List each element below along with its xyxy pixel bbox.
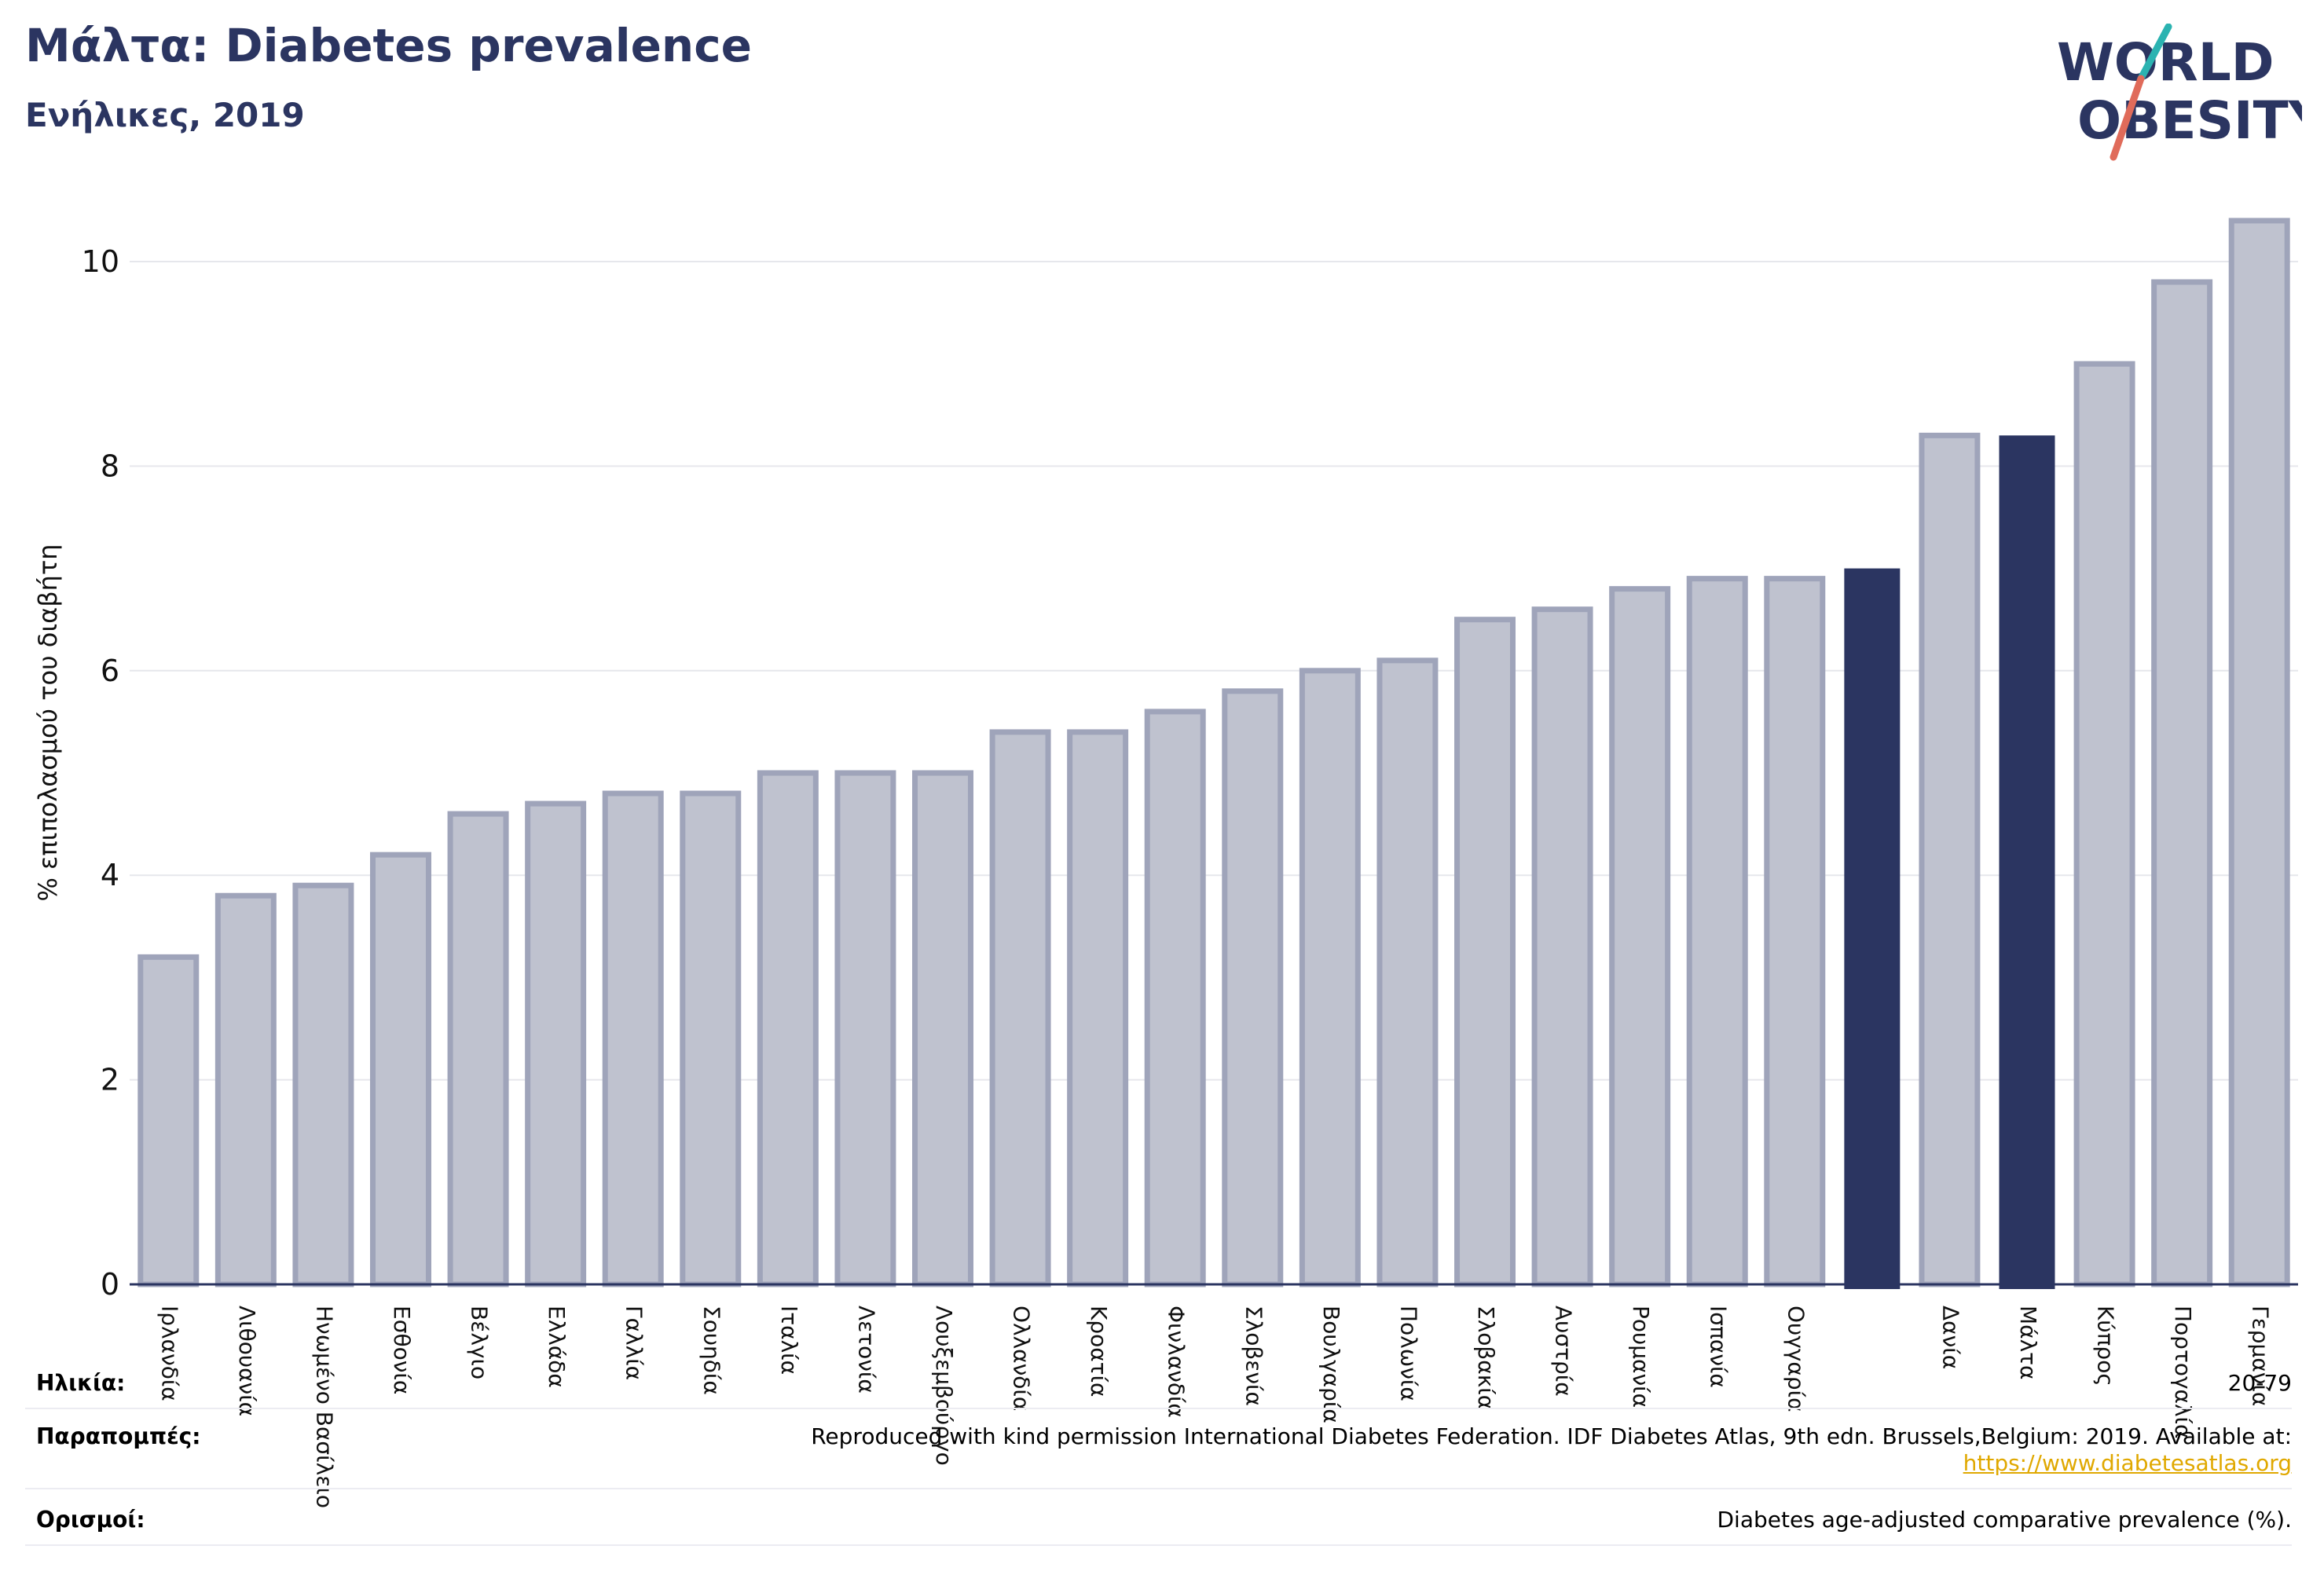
x-tick-label: Αυστρία xyxy=(1551,1306,1577,1397)
meta-definitions-row: Ορισμοί: Diabetes age-adjusted comparati… xyxy=(25,1489,2292,1546)
bar xyxy=(1299,668,1361,1287)
y-tick-label: 0 xyxy=(101,1267,119,1302)
references-label: Παραπομπές: xyxy=(36,1423,201,1449)
bar xyxy=(1609,586,1671,1287)
x-tick-label: Κροατία xyxy=(1086,1306,1112,1397)
bar xyxy=(1222,688,1284,1287)
bar xyxy=(757,770,819,1287)
x-tick-label: Πορτογαλία xyxy=(2170,1306,2196,1438)
bar xyxy=(2228,218,2290,1287)
references-link[interactable]: https://www.diabetesatlas.org xyxy=(1963,1450,2292,1476)
y-tick-label: 2 xyxy=(101,1063,119,1097)
page-subtitle: Ενήλικες, 2019 xyxy=(25,96,305,134)
y-tick-label: 10 xyxy=(82,244,119,279)
bar xyxy=(989,729,1051,1287)
bar xyxy=(370,852,431,1287)
references-text: Reproduced with kind permission Internat… xyxy=(811,1423,2292,1449)
bar xyxy=(1919,432,1981,1287)
bar xyxy=(602,790,664,1287)
y-tick-label: 6 xyxy=(101,654,119,688)
bar xyxy=(1067,729,1129,1287)
y-tick-label: 8 xyxy=(101,449,119,483)
bar xyxy=(525,800,587,1287)
x-tick-label: Ηνωμένο Βασίλειο xyxy=(311,1306,337,1508)
bar xyxy=(447,811,509,1287)
bar xyxy=(680,790,742,1287)
x-tick-label: Φινλανδία xyxy=(1164,1306,1189,1418)
bar xyxy=(137,954,200,1287)
bar xyxy=(1764,576,1826,1287)
x-tick-label: Μάλτα xyxy=(2015,1306,2041,1380)
x-tick-label: Ολλανδία xyxy=(1009,1306,1035,1411)
x-tick-label: Σουηδία xyxy=(698,1306,724,1395)
y-axis-label: % επιπολασμού του διαβήτη xyxy=(33,544,63,901)
x-tick-label: Λιθουανία xyxy=(234,1306,260,1416)
x-tick-label: Σλοβακία xyxy=(1473,1306,1499,1409)
x-tick-label: Βουλγαρία xyxy=(1318,1306,1344,1423)
bar xyxy=(834,770,896,1287)
definitions-label: Ορισμοί: xyxy=(36,1507,145,1533)
x-tick-label: Βέλγιο xyxy=(467,1306,493,1379)
definitions-text: Diabetes age-adjusted comparative preval… xyxy=(1717,1507,2293,1533)
logo-text-world: WORLD xyxy=(2057,32,2275,93)
x-tick-label: Πολωνία xyxy=(1395,1306,1421,1401)
x-tick-label: Λουξεμβούργο xyxy=(931,1306,957,1466)
bar-highlighted xyxy=(1999,435,2055,1289)
x-tick-label: Ουγγαρία xyxy=(1783,1306,1809,1412)
age-value: 20-79 xyxy=(2227,1370,2292,1396)
x-tick-label: Ρουμανία xyxy=(1628,1306,1654,1408)
bar xyxy=(1454,617,1516,1287)
y-tick-label: 4 xyxy=(101,858,119,892)
logo-text-obesity: OBESITY xyxy=(2077,90,2302,151)
bar xyxy=(912,770,973,1287)
logo-slash-teal xyxy=(2137,24,2172,82)
bar-highlighted xyxy=(1844,568,1901,1289)
bar xyxy=(292,882,354,1287)
x-tick-label: Δανία xyxy=(1937,1306,1963,1369)
x-tick-label: Εσθονία xyxy=(389,1306,415,1394)
x-tick-label: Ιρλανδία xyxy=(156,1306,182,1401)
x-tick-label: Κύπρος xyxy=(2093,1306,2119,1386)
bar xyxy=(214,892,277,1287)
bar xyxy=(2151,279,2213,1287)
bar xyxy=(2073,361,2135,1287)
meta-age-row: Ηλικία: 20-79 xyxy=(25,1353,2292,1409)
age-label: Ηλικία: xyxy=(36,1370,126,1396)
x-tick-label: Ισπανία xyxy=(1706,1306,1732,1388)
logo-slash-red xyxy=(2110,75,2145,161)
x-tick-label: Ελλάδα xyxy=(544,1306,570,1388)
bar xyxy=(1144,709,1206,1287)
page-title: Μάλτα: Diabetes prevalence xyxy=(25,19,752,72)
bar xyxy=(1376,657,1439,1287)
bar xyxy=(1531,606,1593,1287)
x-tick-label: Σλοβενία xyxy=(1241,1306,1266,1406)
bar xyxy=(1686,576,1748,1287)
x-tick-label: Λετονία xyxy=(853,1306,879,1394)
x-tick-label: Γαλλία xyxy=(621,1306,647,1380)
world-obesity-logo: WORLD OBESITY xyxy=(2057,24,2302,161)
x-tick-label: Ιταλία xyxy=(776,1306,802,1375)
meta-references-row: Παραπομπές: Reproduced with kind permiss… xyxy=(25,1409,2292,1489)
x-tick-label: Γερμανία xyxy=(2248,1306,2274,1406)
